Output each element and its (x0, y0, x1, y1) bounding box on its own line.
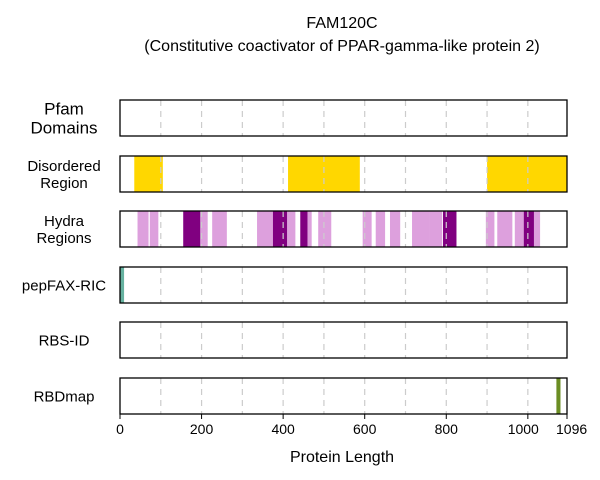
track-pfam-label-line-0: Pfam (44, 99, 84, 118)
track-rbsid: RBS-ID (39, 321, 568, 359)
x-tick-label-1: 200 (190, 421, 214, 437)
track-disordered-label: Disordered Region (27, 158, 100, 192)
track-hydra-segment-20 (523, 211, 534, 247)
track-hydra-segment-6 (272, 211, 288, 247)
track-pfam-label-line-1: Domains (30, 118, 97, 137)
track-hydra-label-line-1: Regions (36, 230, 91, 247)
chart-subtitle: (Constitutive coactivator of PPAR-gamma-… (144, 38, 539, 55)
track-pfam-label: Pfam Domains (30, 99, 97, 137)
track-hydra-label: Hydra Regions (36, 213, 91, 247)
track-disordered: Disordered Region (27, 155, 568, 193)
track-hydra: Hydra Regions (36, 210, 568, 248)
track-disordered-label-line-1: Region (40, 175, 88, 192)
track-hydra-segment-0 (137, 211, 149, 247)
x-axis: 0 200 400 600 800 1000 1096 (116, 414, 587, 437)
track-hydra-segment-16 (443, 211, 457, 247)
track-rbsid-frame (119, 321, 568, 359)
track-pepfax-segment-0 (120, 267, 125, 303)
track-hydra-frame (119, 210, 568, 248)
x-tick-label-0: 0 (116, 421, 124, 437)
track-rbsid-label-line-0: RBS-ID (39, 332, 90, 349)
chart-title: FAM120C (306, 15, 377, 32)
track-hydra-segment-19 (514, 211, 524, 247)
track-hydra-segment-5 (257, 211, 273, 247)
track-rbsid-label: RBS-ID (39, 332, 90, 349)
track-hydra-segment-7 (287, 211, 296, 247)
track-disordered-frame (119, 155, 568, 193)
track-hydra-segment-13 (389, 211, 401, 247)
track-hydra-segment-12 (375, 211, 386, 247)
x-axis-label: Protein Length (290, 449, 394, 466)
track-hydra-segment-21 (533, 211, 541, 247)
track-hydra-segment-4 (212, 211, 227, 247)
track-disordered-segment-0 (134, 156, 163, 192)
track-hydra-segment-2 (183, 211, 201, 247)
track-pfam: Pfam Domains (30, 99, 568, 137)
track-disordered-label-line-0: Disordered (27, 158, 100, 175)
x-tick-label-6: 1096 (556, 421, 587, 437)
track-rbdmap-frame (119, 377, 568, 415)
track-rbdmap: RBDmap (34, 377, 568, 415)
track-hydra-segment-17 (485, 211, 495, 247)
track-hydra-segment-3 (200, 211, 208, 247)
track-pepfax-frame (119, 266, 568, 304)
track-hydra-segment-10 (318, 211, 332, 247)
track-hydra-segment-9 (307, 211, 312, 247)
x-tick-label-2: 400 (271, 421, 295, 437)
x-tick-label-4: 800 (435, 421, 459, 437)
track-hydra-segment-18 (497, 211, 513, 247)
track-hydra-segment-15 (429, 211, 443, 247)
track-rbdmap-label-line-0: RBDmap (34, 388, 95, 405)
track-hydra-segment-8 (300, 211, 308, 247)
track-pfam-frame (119, 99, 568, 137)
track-hydra-segment-1 (149, 211, 159, 247)
track-hydra-segment-11 (362, 211, 372, 247)
x-tick-label-5: 1000 (508, 421, 539, 437)
track-pepfax: pepFAX-RIC (22, 266, 568, 304)
track-pepfax-label-line-0: pepFAX-RIC (22, 277, 106, 294)
track-rbdmap-label: RBDmap (34, 388, 95, 405)
tracks-group: Pfam Domains Disordered Region Hydra Regions p… (22, 99, 568, 415)
track-hydra-segment-14 (412, 211, 430, 247)
track-rbdmap-segment-0 (556, 378, 561, 414)
x-tick-label-3: 600 (353, 421, 377, 437)
track-hydra-label-line-0: Hydra (44, 213, 85, 230)
track-pepfax-label: pepFAX-RIC (22, 277, 106, 294)
track-disordered-segment-2 (487, 156, 567, 192)
